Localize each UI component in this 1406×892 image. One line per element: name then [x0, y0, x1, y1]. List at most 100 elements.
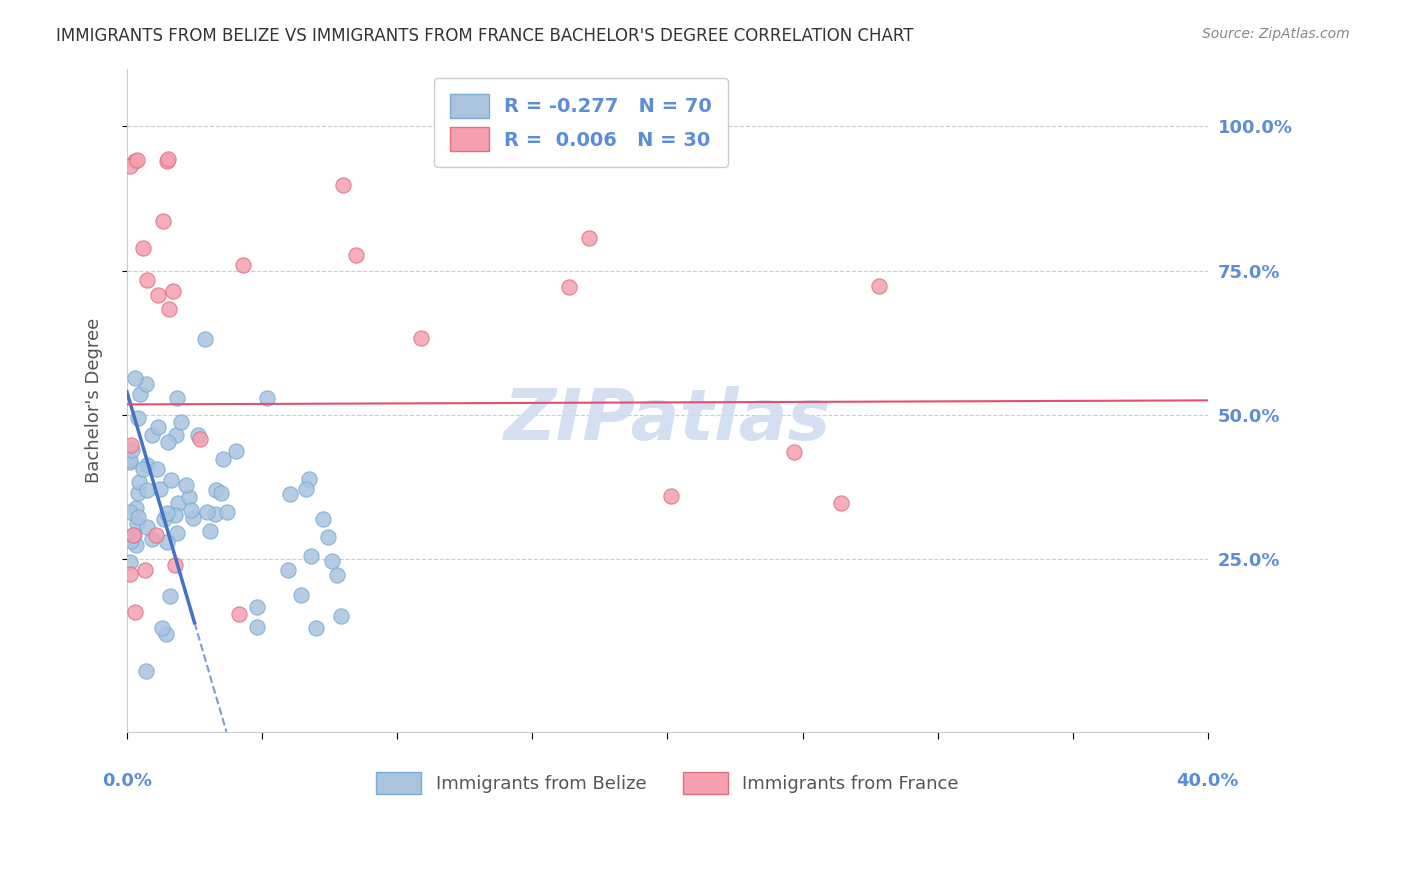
- Point: [188, 433, 211, 447]
- Point: [152, 621, 174, 635]
- Point: [120, 534, 142, 549]
- Point: [155, 627, 177, 641]
- Point: [146, 462, 169, 476]
- Point: [118, 555, 141, 569]
- Point: [157, 435, 180, 450]
- Text: 40.0%: 40.0%: [1177, 772, 1239, 790]
- Y-axis label: Bachelor's Degree: Bachelor's Degree: [86, 318, 103, 483]
- Point: [124, 371, 146, 385]
- Point: [278, 487, 301, 501]
- Point: [152, 213, 174, 227]
- Point: [659, 489, 682, 503]
- Point: [118, 505, 141, 519]
- Point: [305, 621, 328, 635]
- Point: [120, 455, 142, 469]
- Point: [299, 549, 322, 564]
- Text: ZIPatlas: ZIPatlas: [503, 386, 831, 455]
- Point: [245, 599, 267, 614]
- Point: [578, 230, 600, 244]
- Point: [166, 526, 188, 541]
- Point: [277, 563, 299, 577]
- Point: [141, 532, 163, 546]
- Text: 0.0%: 0.0%: [101, 772, 152, 790]
- Point: [118, 159, 141, 173]
- Point: [121, 443, 143, 458]
- Point: [156, 534, 179, 549]
- Point: [127, 153, 149, 168]
- Point: [831, 496, 853, 510]
- Point: [290, 588, 312, 602]
- Point: [205, 483, 228, 497]
- Point: [127, 411, 149, 425]
- Point: [125, 538, 148, 552]
- Point: [174, 477, 197, 491]
- Point: [169, 415, 191, 429]
- Point: [118, 567, 141, 582]
- Point: [783, 444, 806, 458]
- Point: [155, 506, 177, 520]
- Point: [134, 562, 156, 576]
- Point: [209, 486, 232, 500]
- Legend: Immigrants from Belize, Immigrants from France: Immigrants from Belize, Immigrants from …: [367, 763, 967, 803]
- Point: [124, 154, 146, 169]
- Point: [225, 444, 247, 458]
- Point: [156, 154, 179, 169]
- Point: [149, 482, 172, 496]
- Point: [128, 475, 150, 489]
- Point: [344, 248, 367, 262]
- Point: [127, 485, 149, 500]
- Point: [228, 607, 250, 622]
- Point: [122, 528, 145, 542]
- Point: [153, 511, 176, 525]
- Point: [148, 420, 170, 434]
- Point: [118, 453, 141, 467]
- Point: [124, 605, 146, 619]
- Point: [868, 278, 890, 293]
- Point: [332, 178, 354, 193]
- Point: [135, 520, 157, 534]
- Point: [165, 428, 187, 442]
- Point: [294, 483, 316, 497]
- Point: [162, 284, 184, 298]
- Point: [159, 589, 181, 603]
- Point: [136, 483, 159, 498]
- Point: [183, 511, 205, 525]
- Point: [132, 462, 155, 476]
- Point: [145, 527, 167, 541]
- Point: [298, 472, 321, 486]
- Point: [326, 568, 349, 582]
- Point: [165, 508, 187, 522]
- Point: [159, 473, 181, 487]
- Point: [134, 376, 156, 391]
- Point: [558, 280, 581, 294]
- Point: [163, 558, 186, 573]
- Point: [256, 392, 278, 406]
- Point: [246, 620, 269, 634]
- Point: [125, 501, 148, 516]
- Point: [187, 428, 209, 442]
- Point: [135, 458, 157, 473]
- Point: [195, 505, 218, 519]
- Point: [204, 508, 226, 522]
- Text: Source: ZipAtlas.com: Source: ZipAtlas.com: [1202, 27, 1350, 41]
- Point: [232, 259, 254, 273]
- Point: [194, 332, 217, 346]
- Point: [329, 608, 352, 623]
- Point: [198, 524, 221, 539]
- Point: [141, 428, 163, 442]
- Point: [146, 288, 169, 302]
- Point: [127, 509, 149, 524]
- Point: [312, 512, 335, 526]
- Point: [318, 529, 340, 543]
- Point: [125, 516, 148, 531]
- Point: [179, 491, 201, 505]
- Point: [128, 387, 150, 401]
- Point: [166, 391, 188, 405]
- Point: [212, 451, 235, 466]
- Point: [321, 554, 343, 568]
- Point: [411, 331, 433, 345]
- Point: [120, 437, 142, 451]
- Point: [135, 273, 157, 287]
- Point: [135, 665, 157, 679]
- Point: [157, 301, 180, 316]
